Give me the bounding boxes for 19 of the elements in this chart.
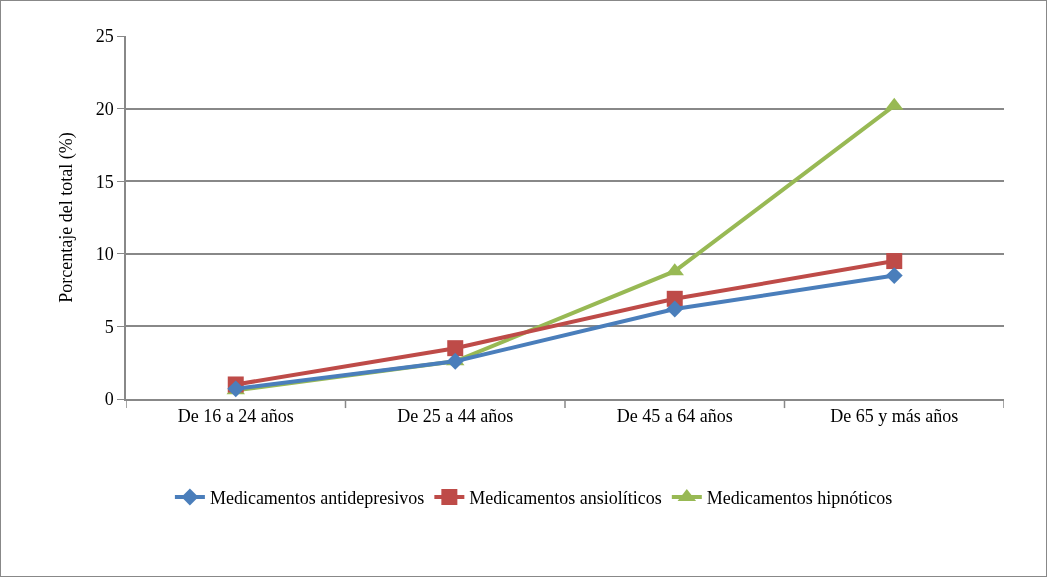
point — [446, 352, 464, 370]
legend-label: Medicamentos antidepresivos — [209, 488, 425, 509]
y-tick-label: 25 — [95, 26, 114, 47]
x-tick-label: De 25 a 44 años — [397, 406, 514, 427]
y-tick-label: 20 — [95, 98, 114, 119]
y-tick-label: 5 — [104, 316, 114, 337]
legend-label: Medicamentos hipnóticos — [706, 488, 893, 509]
y-tick-label: 0 — [104, 389, 114, 410]
point — [886, 253, 903, 270]
point — [447, 340, 464, 357]
x-tick-label: De 65 y más años — [830, 406, 959, 427]
x-tick-label: De 45 a 64 años — [616, 406, 733, 427]
point — [885, 267, 903, 285]
y-axis-title: Porcentaje del total (%) — [56, 132, 78, 303]
y-tick-label: 10 — [95, 244, 114, 265]
legend-label: Medicamentos ansiolíticos — [469, 488, 662, 509]
x-tick-label: De 16 a 24 años — [177, 406, 294, 427]
y-tick-label: 15 — [95, 171, 114, 192]
point — [666, 300, 684, 318]
